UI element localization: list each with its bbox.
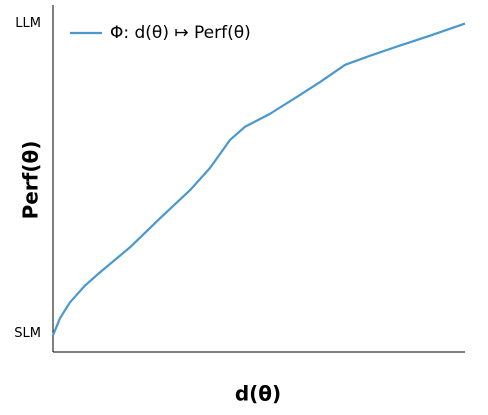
y-axis-label: Perf(θ) [19, 141, 43, 220]
x-axis-label: d(θ) [235, 382, 281, 406]
y-tick-label: LLM [15, 16, 41, 31]
data-line [51, 22, 466, 336]
legend-label: Φ: d(θ) ↦ Perf(θ) [110, 23, 251, 43]
y-tick-label: SLM [14, 326, 41, 341]
